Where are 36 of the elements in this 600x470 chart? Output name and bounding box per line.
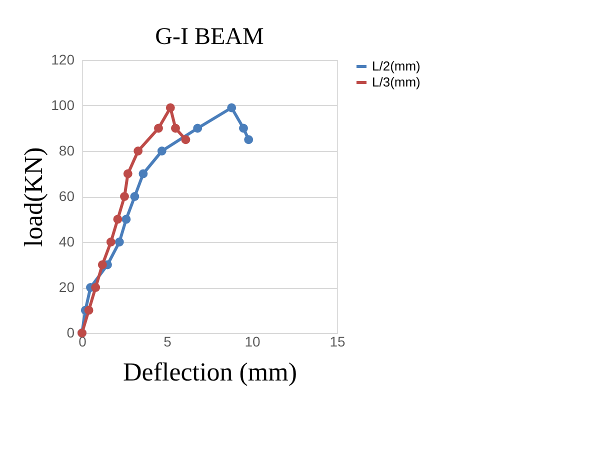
point xyxy=(181,135,190,144)
point xyxy=(120,192,129,201)
point xyxy=(244,135,254,144)
x-axis-title: Deflection (mm) xyxy=(123,358,297,386)
point xyxy=(239,124,248,133)
point xyxy=(130,192,140,201)
y-tick-label: 120 xyxy=(51,52,75,68)
point xyxy=(227,103,236,112)
y-tick-label: 60 xyxy=(58,188,75,204)
point xyxy=(171,124,180,133)
y-tick-label: 40 xyxy=(58,234,75,250)
point xyxy=(134,146,143,156)
point xyxy=(114,238,124,246)
point xyxy=(138,169,148,178)
legend-label: L/3(mm) xyxy=(372,74,420,90)
y-tick-label: 20 xyxy=(58,279,75,295)
x-tick-label: 15 xyxy=(330,334,346,350)
point xyxy=(106,238,116,246)
point xyxy=(154,124,163,133)
point xyxy=(91,283,100,292)
point xyxy=(84,306,94,315)
point xyxy=(113,214,122,224)
point xyxy=(98,260,107,270)
chart-title: G-I BEAM xyxy=(155,24,264,50)
x-tick-label: 0 xyxy=(78,334,87,350)
point xyxy=(122,214,131,224)
point xyxy=(157,146,166,156)
x-tick-label: 10 xyxy=(244,334,260,350)
y-tick-label: 80 xyxy=(58,142,75,158)
point xyxy=(166,103,175,112)
legend-label: L/2(mm) xyxy=(372,58,420,74)
point xyxy=(123,169,132,178)
y-axis-title: load(KN) xyxy=(19,147,48,247)
x-tick-label: 5 xyxy=(164,334,172,350)
y-tick-label: 100 xyxy=(51,97,75,113)
point xyxy=(193,124,202,133)
